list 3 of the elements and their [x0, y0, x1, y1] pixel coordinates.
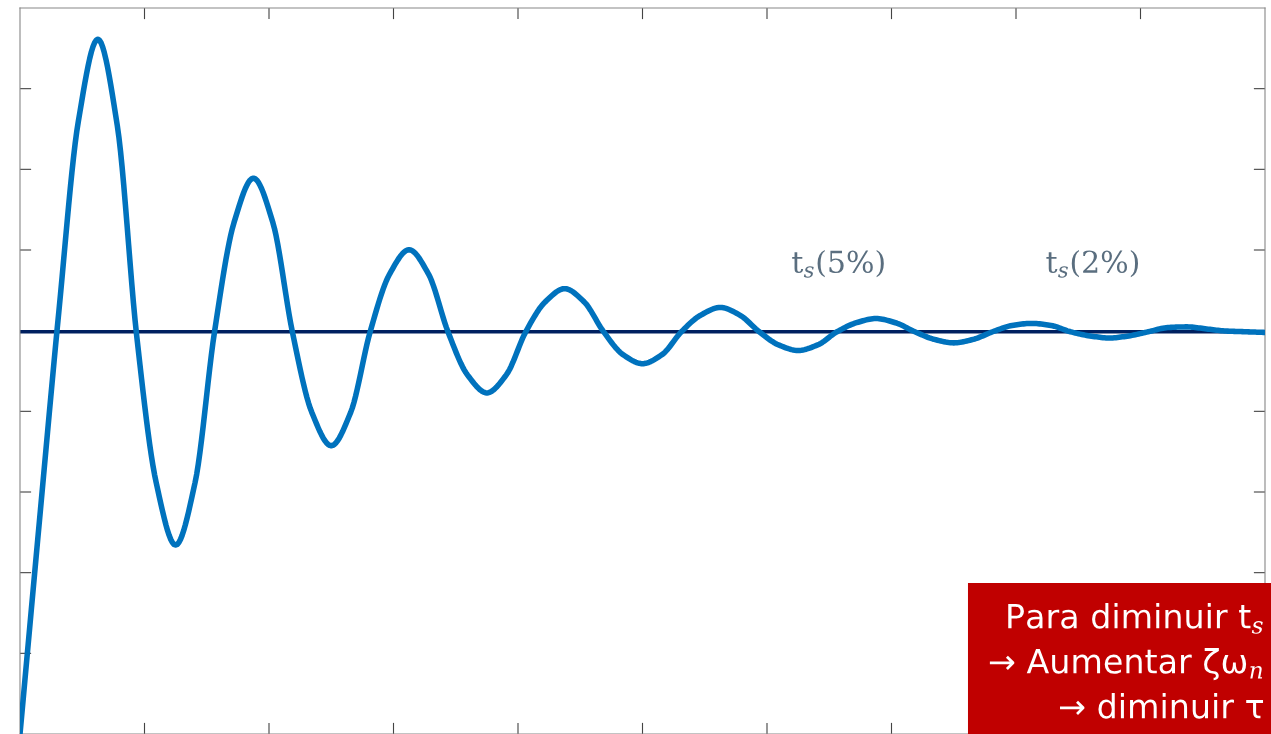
- annotation: t$_{s}$(2%): [1046, 249, 1139, 278]
- annotation: Para diminuir t$_{s}$ → Aumentar ζω$_{n}$ → diminuir τ: [989, 603, 1264, 719]
- annotation: t$_{s}$(5%): [792, 249, 884, 278]
